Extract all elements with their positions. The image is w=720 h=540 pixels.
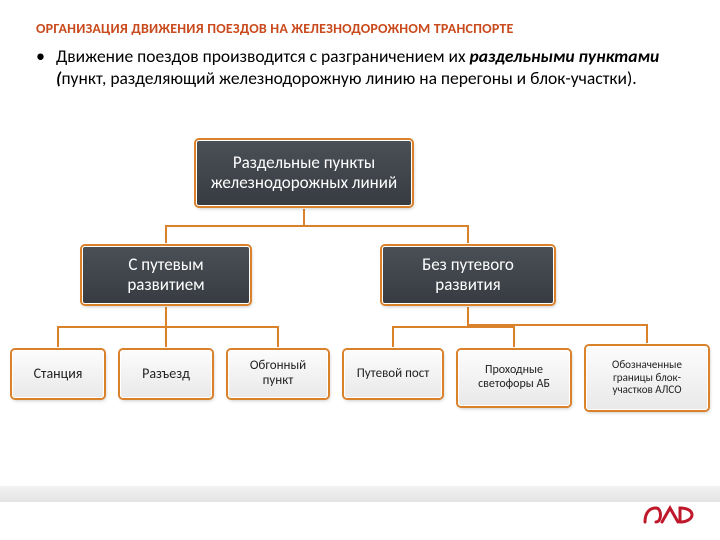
- node-a3: Обгонный пункт: [228, 350, 328, 398]
- node-root: Раздельные пункты железнодорожных линий: [196, 140, 412, 206]
- node-b1: Путевой пост: [344, 350, 442, 398]
- node-a2: Разъезд: [120, 350, 212, 398]
- node-a1: Станция: [12, 350, 104, 398]
- page-title: ОРГАНИЗАЦИЯ ДВИЖЕНИЯ ПОЕЗДОВ НА ЖЕЛЕЗНОД…: [0, 0, 720, 45]
- hierarchy-diagram: Раздельные пункты железнодорожных линий С…: [0, 140, 720, 470]
- node-b: Без путевого развития: [382, 246, 554, 304]
- node-b3: Обозначенные границы блок-участков АЛСО: [586, 346, 708, 410]
- footer-bar: [0, 486, 720, 502]
- intro-part-2: пункт, разделяющий железнодорожную линию…: [61, 67, 636, 89]
- rzd-logo-icon: [642, 502, 694, 528]
- intro-part-1: Движение поездов производится с разграни…: [56, 45, 470, 67]
- node-a: С путевым развитием: [82, 246, 250, 304]
- intro-text: Движение поездов производится с разграни…: [0, 45, 720, 90]
- node-b2: Проходные светофоры АБ: [458, 350, 570, 406]
